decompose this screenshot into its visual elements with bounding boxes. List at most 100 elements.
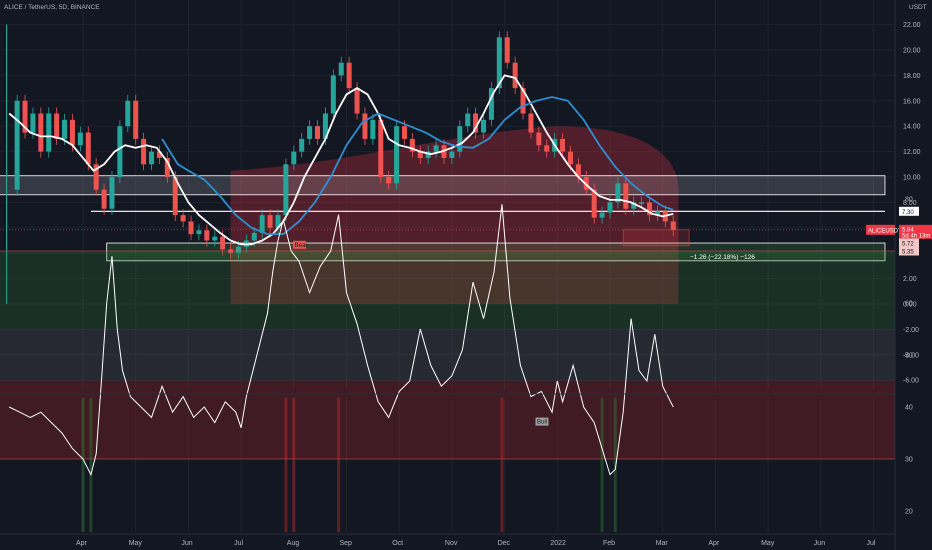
price-label-text: 5.35	[902, 250, 914, 256]
candle-body	[362, 113, 368, 139]
bear-marker	[293, 240, 307, 249]
candle-body	[322, 113, 328, 139]
candle-body	[512, 62, 518, 89]
candle-body	[196, 230, 202, 235]
candle-body	[62, 119, 68, 139]
price-label-tag	[899, 246, 919, 256]
rsi-signal-bar	[500, 398, 504, 532]
candle-body	[370, 119, 376, 139]
candle-body	[425, 151, 431, 158]
candle-body	[172, 177, 178, 216]
current-price-tag	[899, 224, 932, 239]
x-tick-label: 2022	[550, 540, 566, 547]
candle-body	[409, 138, 415, 152]
candle-body	[528, 113, 534, 133]
candle-body	[220, 236, 226, 250]
candle-body	[449, 151, 455, 158]
price-label-tag	[899, 238, 919, 248]
candle-body	[307, 126, 313, 139]
y-tick-label: 8.00	[903, 200, 917, 207]
candle-body	[299, 138, 305, 152]
rsi-band	[0, 329, 895, 381]
candle-body	[639, 202, 645, 204]
y-tick-label: 2.00	[903, 276, 917, 283]
rsi-band	[0, 381, 895, 459]
candle-body	[77, 132, 83, 146]
candle-body	[536, 132, 542, 146]
x-tick-label: Nov	[445, 540, 458, 547]
candle-body	[156, 151, 162, 158]
y-tick-label: 10.00	[903, 175, 921, 182]
rsi-signal-bar	[600, 398, 604, 532]
x-tick-label: May	[129, 540, 143, 547]
candle-body	[520, 88, 526, 114]
candle-body	[338, 62, 344, 76]
candle-body	[14, 100, 20, 190]
bull-marker	[535, 417, 549, 426]
candle-body	[567, 151, 573, 165]
volume-profile-shape	[230, 126, 679, 304]
candle-body	[599, 212, 605, 218]
candle-body	[496, 37, 502, 89]
volume-profile	[230, 126, 679, 304]
rsi-signal-bar	[284, 398, 288, 532]
rsi-y-tick-label: 50	[905, 353, 913, 360]
resistance-zone	[0, 175, 886, 196]
candle-body	[670, 221, 676, 230]
candle-body	[30, 113, 36, 133]
candle-body	[615, 183, 621, 203]
candle-body	[647, 202, 653, 216]
candle-body	[22, 100, 28, 133]
y-tick-label: 18.00	[903, 73, 921, 80]
candle-body	[433, 145, 439, 152]
candle-body	[575, 164, 581, 177]
candle-body	[591, 189, 597, 218]
candle-body	[544, 145, 550, 152]
x-tick-label: Mar	[656, 540, 669, 547]
measure-label: −1.26 (−22.18%) −126	[690, 254, 755, 261]
candle-body	[394, 126, 400, 184]
candle-body	[38, 113, 44, 152]
bull-marker-text: Bull	[537, 420, 547, 426]
candle-body	[188, 221, 194, 235]
x-tick-label: Jul	[234, 540, 243, 547]
candle-body	[346, 62, 352, 89]
candle-body	[583, 177, 589, 190]
candle-body	[417, 151, 423, 158]
y-tick-label: 0.00	[903, 302, 917, 309]
candle-body	[46, 113, 52, 152]
y-tick-label: 12.00	[903, 149, 921, 156]
y-tick-label: 22.00	[903, 22, 921, 29]
rsi-signal-bar	[81, 398, 85, 532]
candle-body	[180, 215, 186, 222]
candle-body	[473, 113, 479, 133]
candle-body	[378, 119, 384, 177]
candle-body	[259, 215, 265, 233]
rsi-y-tick-label: 60	[905, 301, 913, 308]
rsi-band	[0, 251, 895, 329]
candle-body	[101, 189, 107, 209]
candle-body	[465, 113, 471, 127]
x-tick-label: Jun	[814, 540, 825, 547]
y-tick-label: -2.00	[903, 327, 919, 334]
rsi-signal-bar	[337, 398, 341, 532]
current-price-symbol-tag	[866, 224, 895, 235]
candle-body	[401, 126, 407, 139]
x-tick-label: Jul	[867, 540, 876, 547]
candle-body	[85, 132, 91, 165]
candle-body	[235, 246, 241, 254]
candle-body	[560, 138, 566, 152]
candle-body	[354, 88, 360, 114]
price-label-tag	[899, 206, 919, 216]
candle-body	[93, 164, 99, 190]
candle-body	[149, 151, 155, 165]
ma-blue-line	[161, 96, 674, 236]
rsi-y-tick-label: 80	[905, 197, 913, 204]
measure-box	[622, 229, 690, 247]
candle-body	[315, 126, 321, 139]
candle-body	[117, 126, 123, 177]
y-tick-label: -6.00	[903, 378, 919, 385]
symbol-title[interactable]: ALICE / TetherUS, 5D, BINANCE	[4, 4, 100, 11]
candle-body	[141, 138, 147, 165]
